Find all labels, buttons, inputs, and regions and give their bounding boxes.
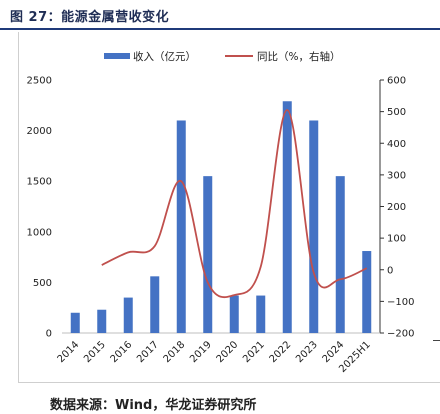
x-tick-label: 2017 (135, 339, 161, 365)
legend-label-line: 同比（%，右轴） (257, 50, 340, 63)
y-right-tick-label: 500 (387, 107, 406, 118)
x-tick-label: 2016 (109, 339, 135, 365)
y-right-tick-label: 400 (387, 139, 406, 150)
bar (309, 120, 319, 333)
bar (150, 276, 160, 333)
y-right-tick-label: 600 (387, 76, 406, 87)
y-left-tick-label: 1500 (27, 177, 52, 188)
chart-frame (18, 32, 440, 383)
bar (203, 176, 213, 333)
x-tick-label: 2023 (294, 339, 320, 365)
legend-swatch-bar (104, 53, 130, 59)
y-left-tick-label: 2500 (27, 76, 52, 87)
bar (362, 251, 372, 333)
bar (282, 101, 292, 333)
bar (335, 176, 345, 333)
x-tick-label: 2020 (215, 339, 241, 365)
axes: 0 500 1000 1500 2000 2500 −200 −100 0 100 200 300 40… (27, 76, 415, 375)
legend-label-bar: 收入（亿元） (133, 50, 196, 63)
y-left-tick-label: 500 (33, 278, 52, 289)
right-edge-mark (433, 340, 440, 341)
x-tick-label: 2022 (268, 339, 294, 365)
y-right-tick-label: 200 (387, 202, 406, 213)
chart-legend: 收入（亿元） 同比（%，右轴） (104, 50, 340, 63)
data-source: 数据来源：Wind，华龙证券研究所 (50, 398, 257, 413)
figure-title: 图 27：能源金属营收变化 (10, 10, 170, 25)
x-tick-label: 2018 (162, 339, 188, 365)
title-rule (0, 28, 440, 30)
y-left-tick-label: 2000 (27, 126, 52, 137)
y-left-tick-label: 0 (46, 329, 52, 340)
bar (97, 309, 107, 333)
line-path (101, 109, 368, 299)
chart-svg: 收入（亿元） 同比（%，右轴） 05001000150020002500−200−… (27, 50, 415, 375)
y-right-tick-label: −100 (387, 297, 414, 308)
y-right-tick-label: 0 (387, 265, 393, 276)
x-tick-label: 2021 (241, 339, 267, 365)
x-tick-label: 2014 (56, 339, 82, 365)
x-tick-label: 2019 (188, 339, 214, 365)
y-right-tick-label: 300 (387, 170, 406, 181)
line-series (101, 109, 368, 299)
y-right-tick-label: −200 (387, 329, 414, 340)
bar (229, 295, 239, 333)
bar (70, 312, 80, 333)
bar (176, 120, 186, 333)
bar (123, 297, 133, 333)
y-left-tick-label: 1000 (27, 227, 52, 238)
x-tick-label: 2015 (82, 339, 108, 365)
y-right-tick-label: 100 (387, 234, 406, 245)
bar (256, 295, 266, 333)
bar-series (70, 101, 372, 333)
